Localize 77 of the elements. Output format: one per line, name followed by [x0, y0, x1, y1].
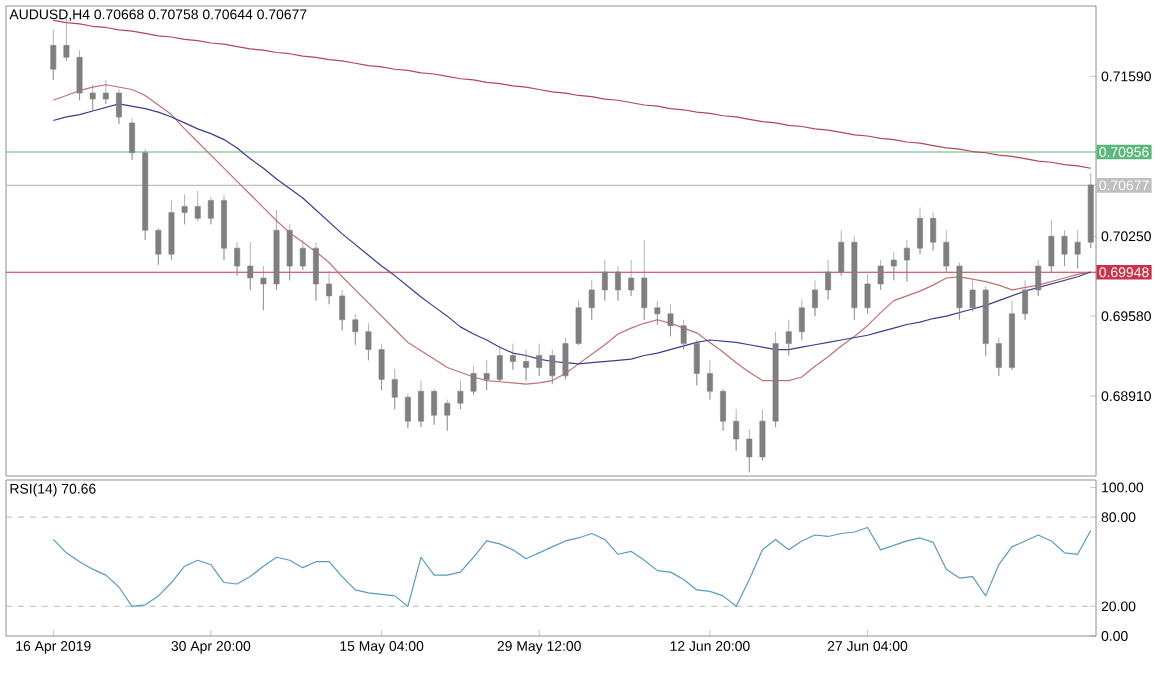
candlestick [457, 380, 464, 410]
candlestick [273, 209, 280, 291]
candlestick [536, 343, 543, 377]
candlestick [247, 241, 254, 291]
candlestick [1061, 229, 1068, 267]
candlestick [444, 399, 451, 431]
candlestick [969, 280, 976, 312]
candlestick [667, 303, 674, 337]
candlestick [654, 300, 661, 325]
candlestick [234, 241, 241, 276]
candlestick [194, 190, 201, 222]
candlestick [326, 270, 332, 305]
candlestick [168, 200, 175, 261]
candlestick [207, 196, 214, 225]
candlestick [798, 299, 805, 341]
candlestick [1035, 259, 1042, 297]
candlestick [365, 323, 372, 361]
candlestick [628, 259, 635, 297]
candlestick [641, 239, 648, 321]
candlestick [339, 289, 346, 331]
candlestick [890, 251, 897, 281]
candlestick [155, 227, 162, 266]
candlestick [76, 49, 83, 101]
candlestick [378, 343, 385, 391]
candlestick [431, 388, 438, 426]
candlestick [470, 365, 477, 396]
candlestick [129, 117, 135, 161]
candlestick [142, 148, 149, 241]
candlestick [930, 212, 937, 251]
candlestick [812, 280, 818, 317]
candlestick [313, 241, 319, 301]
candlestick [903, 239, 910, 282]
candlestick [864, 274, 871, 315]
candlestick [956, 262, 963, 321]
candlestick [523, 349, 529, 381]
candlestick [601, 259, 608, 301]
candlestick [720, 388, 726, 431]
candlestick [221, 194, 227, 261]
candlestick [562, 337, 569, 380]
candlestick [286, 224, 293, 281]
candlestick [50, 29, 57, 81]
candlestick [982, 286, 989, 356]
candlestick [943, 229, 950, 273]
candlestick [575, 300, 582, 346]
candlestick [759, 408, 766, 461]
candlestick [785, 319, 792, 356]
candlestick [496, 345, 503, 383]
candlestick [588, 280, 595, 321]
candlestick [352, 313, 359, 346]
candlestick [549, 349, 556, 385]
candlestick [102, 79, 109, 105]
candlestick [260, 265, 267, 311]
candlestick [825, 259, 832, 300]
candlestick [1022, 280, 1029, 321]
candlestick [89, 84, 96, 112]
candlestick [838, 229, 845, 276]
candlestick [418, 380, 424, 428]
candlestick [1074, 229, 1081, 269]
candlestick [772, 331, 779, 428]
candlestick [680, 319, 687, 350]
candlestick [1048, 219, 1055, 273]
candlestick [615, 265, 621, 301]
candlestick [391, 368, 398, 410]
candlestick [851, 235, 858, 321]
candlestick [917, 207, 923, 255]
candlestick [299, 239, 306, 270]
candlestick [181, 194, 188, 225]
candlestick [693, 339, 700, 386]
candlestick [1009, 300, 1015, 371]
candlestick [483, 359, 490, 391]
candlestick [877, 259, 884, 291]
candlestick [995, 337, 1002, 377]
candlestick [404, 393, 411, 429]
candlestick [733, 408, 740, 452]
candlestick [510, 343, 516, 371]
candlestick [116, 89, 122, 125]
candlestick [706, 359, 713, 400]
